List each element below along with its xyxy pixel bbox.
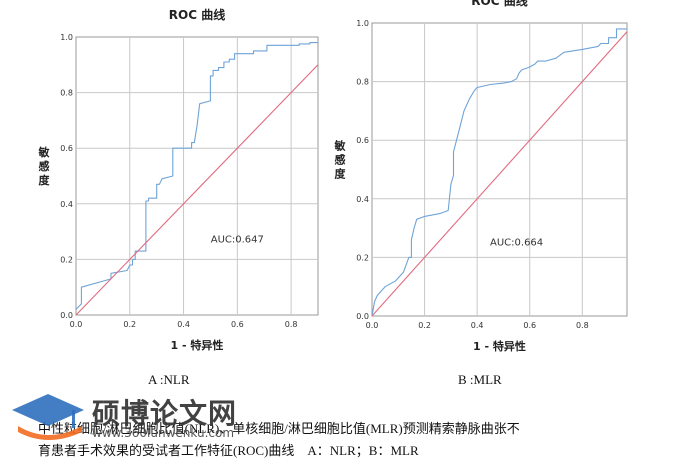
chart-0-title: ROC 曲线 bbox=[169, 7, 225, 22]
chart-0-series-reference-line bbox=[75, 64, 319, 316]
chart-0-ytick-label-2: 0.4 bbox=[60, 200, 73, 209]
chart-0-xtick-label-1: 0.2 bbox=[123, 320, 136, 329]
chart-1-ytick-label-4: 0.8 bbox=[356, 78, 369, 87]
watermark-brand: 硕博论文网 bbox=[92, 397, 238, 430]
chart-0-series-roc-line bbox=[75, 42, 318, 310]
chart-1-ytick-label-0: 0.0 bbox=[356, 312, 369, 321]
chart-0-ytick-label-1: 0.2 bbox=[60, 255, 73, 264]
chart-0-xtick-label-0: 0.0 bbox=[70, 320, 83, 329]
chart-1-title: ROC 曲线 bbox=[471, 0, 527, 8]
chart-1-xlabel: 1 - 特异性 bbox=[473, 339, 526, 353]
chart-1-xtick-label-1: 0.2 bbox=[418, 321, 431, 330]
caption-line-1: 中性粒细胞/淋巴细胞比值(NLR)、单核细胞/淋巴细胞比值(MLR)预测精索静脉… bbox=[38, 421, 520, 436]
chart-1-ytick-label-2: 0.4 bbox=[356, 195, 369, 204]
chart-0-plot-frame bbox=[75, 36, 319, 316]
chart-1-xtick-label-3: 0.6 bbox=[523, 321, 536, 330]
chart-1-ytick-label-5: 1.0 bbox=[356, 19, 369, 28]
chart-0-ytick-label-0: 0.0 bbox=[60, 311, 73, 320]
chart-0-xtick-label-4: 0.8 bbox=[285, 320, 298, 329]
chart-1-auc-annotation: AUC:0.664 bbox=[490, 238, 543, 249]
chart-0-ytick-label-4: 0.8 bbox=[60, 89, 73, 98]
watermark-url: www.360lunwenku.com bbox=[92, 426, 235, 440]
chart-1-series-roc-line bbox=[371, 28, 627, 317]
chart-0-xlabel: 1 - 特异性 bbox=[171, 338, 224, 352]
chart-1-xtick-label-2: 0.4 bbox=[471, 321, 484, 330]
caption-line-2: 育患者手术效果的受试者工作特征(ROC)曲线 A：NLR；B：MLR bbox=[38, 443, 419, 458]
panel-label-b: B :MLR bbox=[458, 372, 502, 387]
figure-caption: 中性粒细胞/淋巴细胞比值(NLR)、单核细胞/淋巴细胞比值(MLR)预测精索静脉… bbox=[38, 418, 648, 462]
roc-chart-mlr: ROC 曲线 0.0 0.2 0.4 0.6 0.8 0.0 0.2 0.4 0.6 0.8 1.0 1… bbox=[334, 0, 628, 353]
roc-chart-nlr: ROC 曲线 0.0 0.2 0.4 0.6 0.8 0.0 0.2 0.4 0.6 0.8 1.0 1… bbox=[38, 7, 319, 352]
chart-1-plot-frame bbox=[371, 22, 628, 317]
chart-1-xtick-label-4: 0.8 bbox=[576, 321, 589, 330]
chart-0-xtick-label-2: 0.4 bbox=[177, 320, 190, 329]
chart-1-ylabel: 敏感度 bbox=[334, 139, 347, 181]
chart-0-ytick-label-5: 1.0 bbox=[60, 33, 73, 42]
panel-label-a: A :NLR bbox=[148, 372, 190, 387]
chart-1-ytick-label-1: 0.2 bbox=[356, 253, 369, 262]
chart-0-ytick-label-3: 0.6 bbox=[60, 144, 73, 153]
chart-0-ylabel: 敏感度 bbox=[38, 145, 51, 187]
chart-1-series-reference-line bbox=[371, 31, 628, 317]
chart-0-auc-annotation: AUC:0.647 bbox=[211, 235, 264, 246]
chart-1-ytick-label-3: 0.6 bbox=[356, 136, 369, 145]
chart-1-xtick-label-0: 0.0 bbox=[366, 321, 379, 330]
chart-0-xtick-label-3: 0.6 bbox=[231, 320, 244, 329]
